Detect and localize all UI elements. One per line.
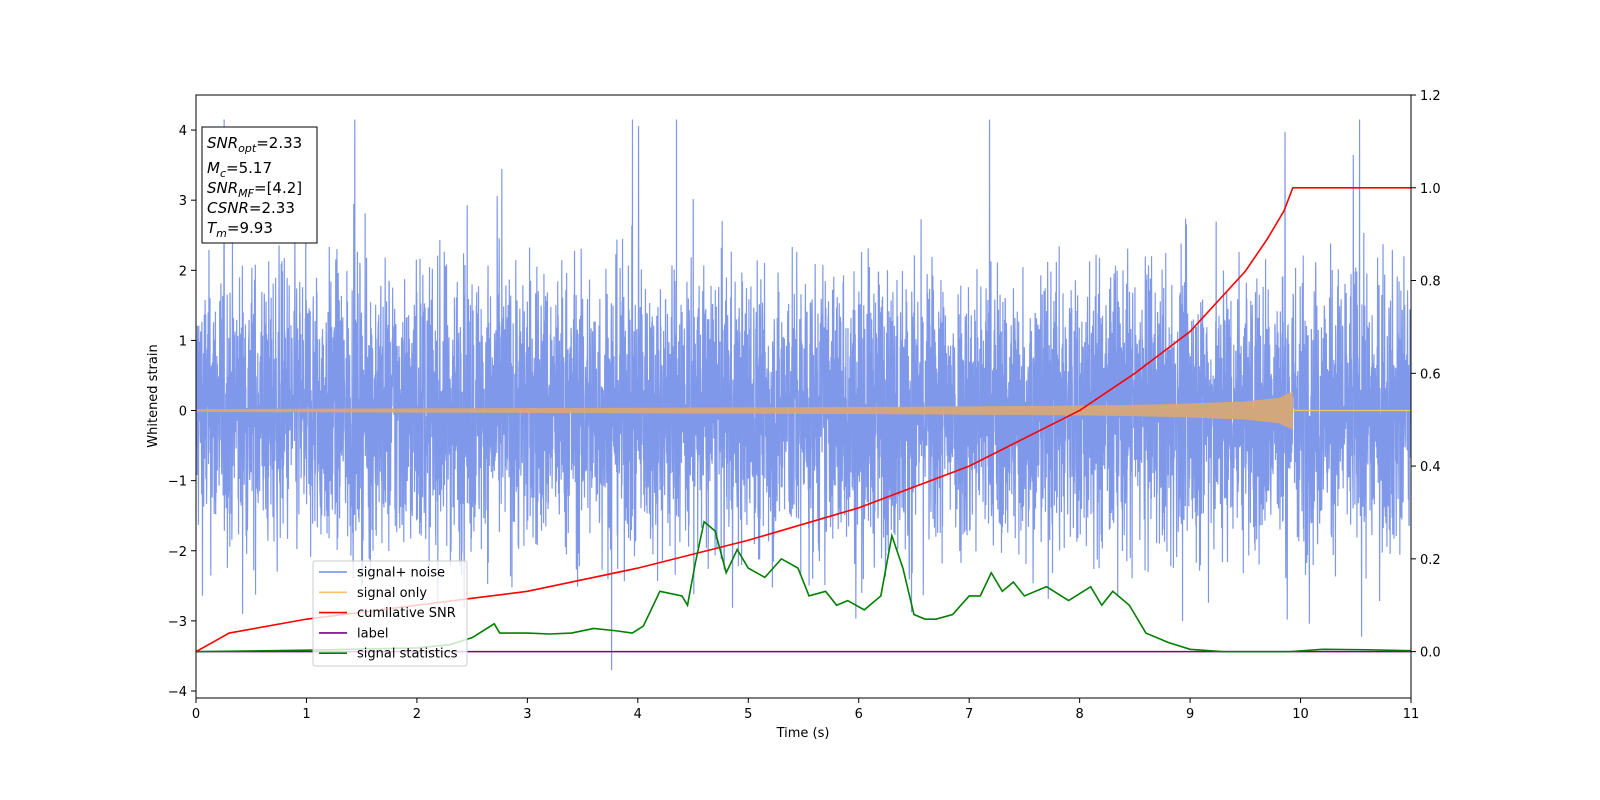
x-tick-label: 1	[302, 707, 310, 722]
x-tick-label: 5	[744, 707, 752, 722]
x-tick-label: 6	[855, 707, 863, 722]
legend-label: label	[357, 626, 388, 641]
y-tick-label: −4	[168, 685, 187, 700]
x-tick-label: 11	[1403, 707, 1420, 722]
signal-only-envelope	[196, 391, 1293, 430]
x-axis-label: Time (s)	[776, 726, 830, 741]
x-tick-label: 3	[523, 707, 531, 722]
y-axis-right: 0.0 0.2 0.4 0.6 0.8 1.0 1.2	[1411, 89, 1441, 661]
info-snr-opt: SNRopt=2.33	[207, 134, 302, 155]
x-tick-label: 4	[634, 707, 642, 722]
y-axis-label: Whitened strain	[146, 344, 161, 447]
y2-tick-label: 0.2	[1420, 553, 1441, 568]
x-tick-label: 10	[1292, 707, 1309, 722]
y-tick-label: 4	[179, 124, 187, 139]
legend: signal+ noise signal only cumilative SNR la…	[312, 560, 468, 667]
y2-tick-label: 1.2	[1420, 89, 1441, 104]
series-signal-noise	[196, 119, 1411, 670]
x-tick-label: 2	[413, 707, 421, 722]
x-tick-label: 9	[1186, 707, 1194, 722]
y2-tick-label: 0.8	[1420, 275, 1441, 290]
y-tick-label: 2	[179, 264, 187, 279]
series-signal-statistics-line	[196, 520, 1411, 653]
legend-label: signal+ noise	[357, 566, 445, 581]
y2-tick-label: 0.6	[1420, 367, 1441, 382]
x-tick-label: 8	[1075, 707, 1083, 722]
x-axis: 0 1 2 3 4 5 6 7 8 9 10 11	[192, 698, 1419, 722]
legend-frame	[312, 560, 468, 667]
info-csnr: CSNR=2.33	[207, 199, 295, 217]
x-tick-label: 7	[965, 707, 973, 722]
info-snr-mf: SNRMF=[4.2]	[207, 179, 302, 200]
legend-label: cumilative SNR	[357, 606, 456, 621]
y-tick-label: 1	[179, 334, 187, 349]
signal-noise-line	[196, 119, 1411, 670]
info-box-frame	[201, 126, 318, 244]
y-tick-label: −1	[168, 475, 187, 490]
y-tick-label: 3	[179, 194, 187, 209]
plot-frame	[195, 94, 1412, 699]
legend-label: signal statistics	[357, 647, 458, 662]
series-signal-only	[196, 391, 1411, 430]
info-mc: Mc=5.17	[207, 159, 272, 180]
info-box: SNRopt=2.33 Mc=5.17 SNRMF=[4.2] CSNR=2.3…	[201, 126, 318, 244]
info-tm: Tm=9.93	[207, 219, 273, 240]
y2-tick-label: 0.4	[1420, 460, 1441, 475]
y-tick-label: −3	[168, 615, 187, 630]
legend-label: signal only	[357, 586, 427, 601]
y2-tick-label: 0.0	[1420, 646, 1441, 661]
y-tick-label: −2	[168, 545, 187, 560]
x-tick-label: 0	[192, 707, 200, 722]
y-axis-left: −4 −3 −2 −1 0 1 2 3 4	[168, 124, 196, 700]
y2-tick-label: 1.0	[1420, 182, 1441, 197]
y-tick-label: 0	[179, 405, 187, 420]
